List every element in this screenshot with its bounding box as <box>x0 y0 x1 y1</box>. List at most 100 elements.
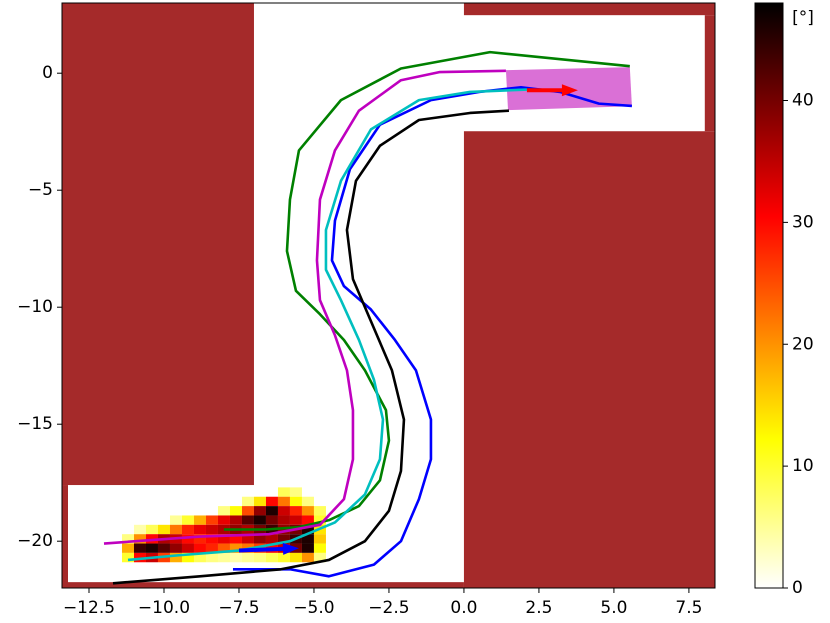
heat-cell <box>289 506 302 516</box>
x-tick-label: 2.5 <box>525 598 552 618</box>
heat-cell <box>229 506 242 516</box>
colorbar <box>754 2 784 589</box>
obstacle <box>62 485 68 588</box>
heat-cell <box>265 515 278 525</box>
heat-cell <box>133 534 146 544</box>
heat-cell <box>253 496 266 507</box>
trajectory <box>103 69 506 545</box>
heat-cell <box>289 552 302 563</box>
colorbar-tick-label: 30 <box>792 212 814 232</box>
heat-cell <box>301 506 314 516</box>
arrow <box>238 542 299 555</box>
heat-cell <box>277 487 290 497</box>
heat-cell <box>253 515 266 525</box>
heat-cell <box>193 534 206 544</box>
heat-cell <box>181 515 194 525</box>
heat-cell <box>157 524 170 535</box>
heat-cell <box>313 543 326 553</box>
heat-cell <box>181 524 194 535</box>
heat-cell <box>229 534 242 544</box>
trajectory <box>223 50 630 531</box>
heat-cell <box>301 524 314 535</box>
heat-cell <box>217 534 230 544</box>
heat-cell <box>169 524 182 535</box>
obstacle <box>62 3 254 486</box>
overlay: −12.5 −10.0 −7.5 −5.0 −2.5 0.0 2.5 5.0 7.5 0 −5 −10… <box>17 2 814 618</box>
heat-cell <box>277 515 290 525</box>
heat-cell <box>217 515 230 525</box>
heat-cell <box>301 515 314 525</box>
heat-cell <box>277 534 290 544</box>
heat-cell <box>241 506 254 516</box>
plot-area <box>62 3 715 588</box>
heat-cell <box>181 543 194 553</box>
colorbar-label: [°] <box>792 8 814 28</box>
heat-cell <box>241 552 254 563</box>
heat-cell <box>157 543 170 553</box>
heat-cell <box>277 496 290 507</box>
heat-cell <box>289 515 302 525</box>
arrow <box>526 84 578 97</box>
heat-cell <box>217 543 230 553</box>
heat-cell <box>313 552 326 563</box>
heat-cell <box>205 543 218 553</box>
colorbar-tick-label: 40 <box>792 91 814 111</box>
heat-cell <box>205 534 218 544</box>
heat-cell <box>121 552 134 563</box>
heat-cell <box>193 524 206 535</box>
heat-cell <box>181 552 194 563</box>
heat-cell <box>241 534 254 544</box>
heat-cell <box>241 496 254 507</box>
heat-cell <box>169 543 182 553</box>
y-tick-label: −10 <box>17 297 53 317</box>
heat-cell <box>265 506 278 516</box>
trajectory <box>127 88 527 562</box>
obstacle <box>704 15 715 132</box>
colorbar-tick-label: 0 <box>792 578 803 598</box>
obstacle <box>463 131 715 588</box>
heat-cell <box>241 515 254 525</box>
x-tick-label: −10.0 <box>138 598 190 618</box>
obstacle <box>67 582 464 588</box>
heat-cell <box>133 543 146 553</box>
heat-cell <box>205 552 218 563</box>
heat-cell <box>169 552 182 563</box>
x-tick-label: −7.5 <box>218 598 259 618</box>
y-tick-label: −20 <box>17 531 53 551</box>
y-tick-label: −5 <box>28 180 53 200</box>
trajectory <box>112 109 510 585</box>
colorbar-tick-label: 20 <box>792 334 814 354</box>
heat-cell <box>301 543 314 553</box>
x-tick-label: 0.0 <box>450 598 477 618</box>
heat-cell <box>301 534 314 544</box>
heat-cell <box>289 496 302 507</box>
x-tick-label: 5.0 <box>600 598 627 618</box>
heat-cell <box>193 515 206 525</box>
heat-cell <box>217 552 230 563</box>
heat-cell <box>193 543 206 553</box>
heat-cell <box>229 552 242 563</box>
heat-cell <box>253 506 266 516</box>
heat-cell <box>313 506 326 516</box>
colorbar-tick-label: 10 <box>792 456 814 476</box>
heat-cell <box>169 515 182 525</box>
heat-cell <box>301 552 314 563</box>
heat-cell <box>133 524 146 535</box>
heat-cell <box>181 534 194 544</box>
heat-cell <box>193 552 206 563</box>
heat-cell <box>229 543 242 553</box>
heat-cell <box>301 496 314 507</box>
heat-cell <box>265 552 278 563</box>
heat-cell <box>253 534 266 544</box>
heat-cell <box>265 534 278 544</box>
heat-cell <box>277 552 290 563</box>
heat-cell <box>289 487 302 497</box>
heat-cell <box>313 534 326 544</box>
heat-cell <box>229 515 242 525</box>
heat-cell <box>121 543 134 553</box>
obstacle <box>463 3 715 16</box>
heat-cell <box>265 496 278 507</box>
heat-cell <box>205 524 218 535</box>
x-tick-label: −2.5 <box>368 598 409 618</box>
